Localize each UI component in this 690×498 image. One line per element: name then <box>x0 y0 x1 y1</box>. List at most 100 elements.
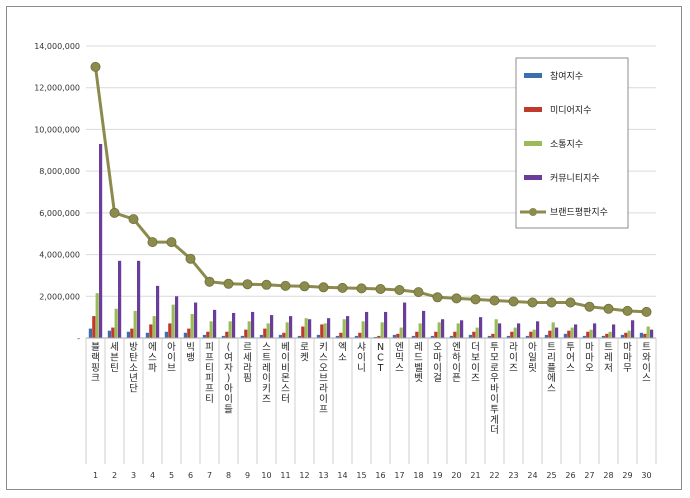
bar-참여지수-9 <box>240 335 244 338</box>
bar-참여지수-10 <box>259 334 263 338</box>
bar-미디어지수-8 <box>225 331 229 338</box>
bar-참여지수-15 <box>354 335 358 338</box>
bar-소통지수-3 <box>133 310 137 338</box>
rank-label: 28 <box>603 471 613 480</box>
rank-label: 21 <box>470 471 480 480</box>
bar-커뮤니티지수-24 <box>536 321 540 338</box>
rank-label: 5 <box>169 471 174 480</box>
bar-커뮤니티지수-25 <box>555 327 559 338</box>
bar-참여지수-28 <box>601 335 605 338</box>
bar-소통지수-10 <box>266 323 270 338</box>
bar-참여지수-24 <box>525 335 529 338</box>
bar-커뮤니티지수-2 <box>118 260 122 338</box>
bar-소통지수-5 <box>171 304 175 338</box>
category-label: (여 자) 아 이 들 <box>224 342 233 415</box>
legend-label: 미디어지수 <box>550 105 591 116</box>
bar-소통지수-1 <box>95 293 99 338</box>
bar-소통지수-14 <box>342 319 346 338</box>
bar-미디어지수-3 <box>130 328 134 338</box>
bar-미디어지수-7 <box>206 331 210 338</box>
bar-미디어지수-30 <box>643 333 647 338</box>
bar-커뮤니티지수-4 <box>156 285 160 338</box>
bar-커뮤니티지수-21 <box>479 317 483 338</box>
rank-label: 19 <box>432 471 442 480</box>
brand-line-point-21 <box>470 294 481 305</box>
bar-미디어지수-27 <box>586 331 590 338</box>
bar-참여지수-11 <box>278 334 282 338</box>
bar-소통지수-16 <box>380 322 384 338</box>
bar-커뮤니티지수-22 <box>498 323 502 338</box>
y-tick-label: 8,000,000 <box>39 167 80 176</box>
bar-참여지수-2 <box>107 330 111 338</box>
brand-line-point-1 <box>90 61 101 72</box>
brand-line-point-30 <box>641 306 652 317</box>
brand-line-point-4 <box>147 237 158 248</box>
bar-소통지수-28 <box>608 331 612 338</box>
bar-참여지수-3 <box>126 331 130 338</box>
legend-label: 브랜드평판지수 <box>550 207 608 218</box>
brand-line-point-28 <box>603 303 614 314</box>
rank-label: 22 <box>489 471 499 480</box>
brand-line-point-23 <box>508 296 519 307</box>
bar-미디어지수-6 <box>187 328 191 338</box>
bar-참여지수-30 <box>639 332 643 338</box>
bar-커뮤니티지수-8 <box>232 312 236 338</box>
rank-label: 26 <box>565 471 575 480</box>
bar-커뮤니티지수-12 <box>308 319 312 338</box>
brand-line-point-16 <box>375 283 386 294</box>
bar-미디어지수-2 <box>111 327 115 338</box>
brand-line-point-18 <box>413 287 424 298</box>
rank-label: 12 <box>299 471 309 480</box>
legend-label: 참여지수 <box>550 70 583 82</box>
bar-소통지수-12 <box>304 318 308 338</box>
y-tick-label: 4,000,000 <box>39 251 80 260</box>
bar-커뮤니티지수-15 <box>365 311 369 338</box>
bar-소통지수-13 <box>323 323 327 338</box>
bar-참여지수-26 <box>563 333 567 338</box>
bar-참여지수-23 <box>506 335 510 338</box>
bar-미디어지수-17 <box>396 333 400 338</box>
bar-커뮤니티지수-16 <box>384 311 388 338</box>
bar-미디어지수-24 <box>529 331 533 338</box>
bar-커뮤니티지수-3 <box>137 260 141 338</box>
bar-소통지수-27 <box>589 329 593 338</box>
y-tick-label: 12,000,000 <box>34 84 80 93</box>
bar-소통지수-17 <box>399 327 403 338</box>
bar-참여지수-13 <box>316 334 320 338</box>
bar-참여지수-19 <box>430 335 434 338</box>
brand-line-point-15 <box>356 283 367 294</box>
bar-참여지수-18 <box>411 335 415 338</box>
rank-label: 11 <box>280 471 290 480</box>
bar-미디어지수-22 <box>491 333 495 338</box>
brand-line-point-24 <box>527 297 538 308</box>
bar-미디어지수-11 <box>282 332 286 338</box>
rank-label: 8 <box>226 471 231 480</box>
brand-line-point-22 <box>489 295 500 306</box>
bar-참여지수-7 <box>202 334 206 338</box>
bar-참여지수-16 <box>373 336 377 338</box>
bar-미디어지수-21 <box>472 331 476 338</box>
bar-소통지수-11 <box>285 322 289 338</box>
bar-커뮤니티지수-28 <box>612 324 616 338</box>
legend-label: 소통지수 <box>550 139 583 150</box>
bar-미디어지수-28 <box>605 333 609 338</box>
bar-소통지수-4 <box>152 316 156 338</box>
bar-참여지수-4 <box>145 332 149 338</box>
bar-소통지수-7 <box>209 321 213 338</box>
brand-line-point-5 <box>166 237 177 248</box>
bar-미디어지수-26 <box>567 330 571 338</box>
bar-커뮤니티지수-11 <box>289 316 293 338</box>
